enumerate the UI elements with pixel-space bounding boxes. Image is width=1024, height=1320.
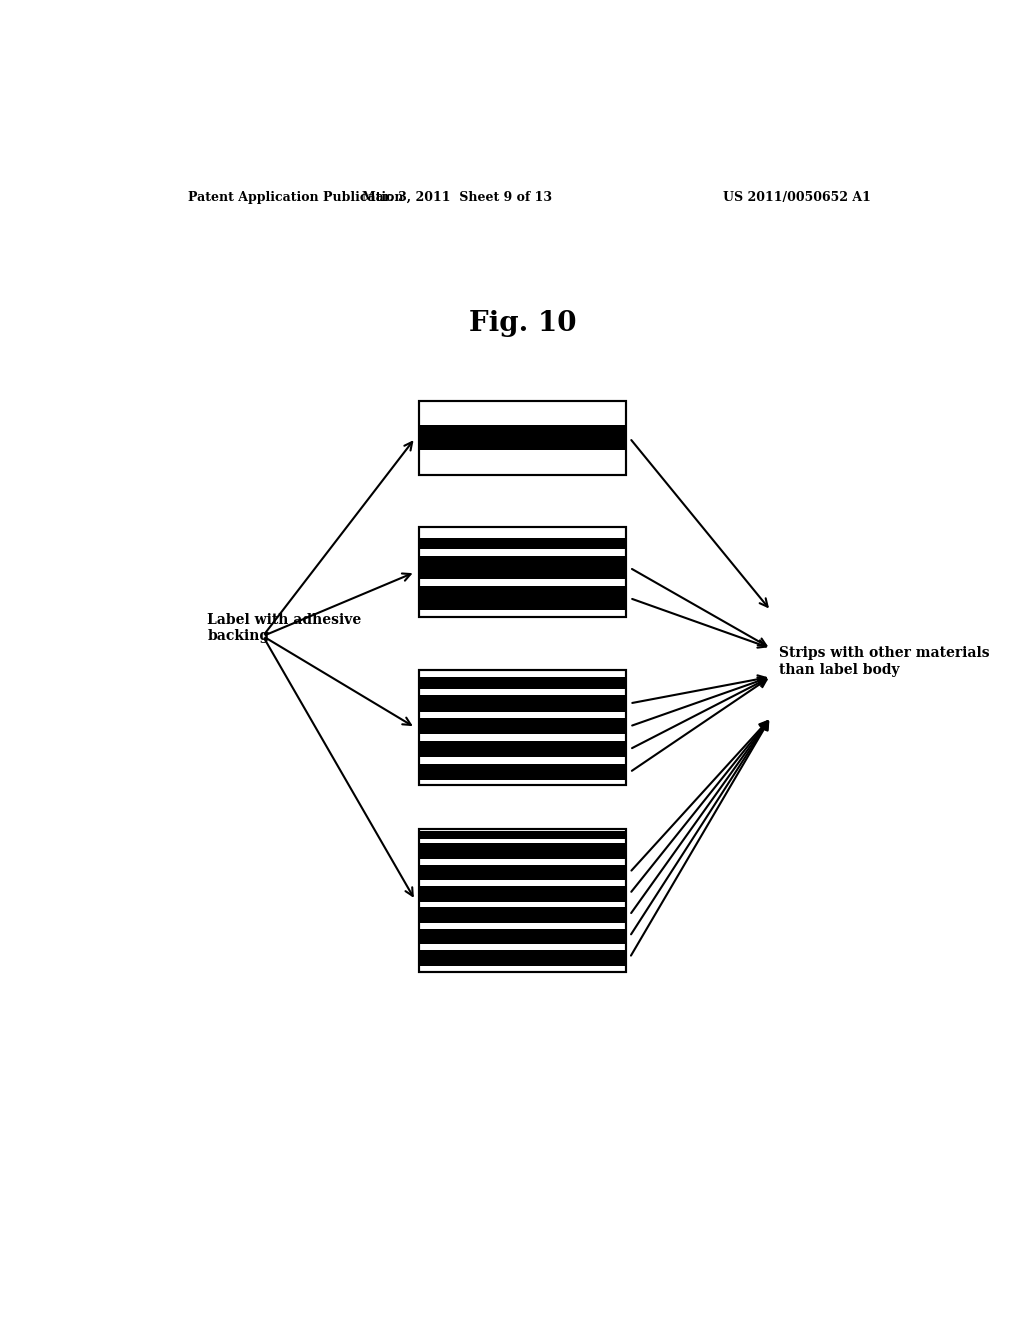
- Bar: [419, 742, 626, 758]
- Bar: [419, 556, 626, 579]
- Bar: [419, 865, 626, 880]
- Text: Fig. 10: Fig. 10: [469, 310, 577, 337]
- Bar: [419, 696, 626, 711]
- Text: US 2011/0050652 A1: US 2011/0050652 A1: [723, 190, 871, 203]
- Bar: [419, 886, 626, 902]
- Text: Mar. 3, 2011  Sheet 9 of 13: Mar. 3, 2011 Sheet 9 of 13: [362, 190, 552, 203]
- Bar: [419, 929, 626, 945]
- Bar: [419, 718, 626, 734]
- Bar: [419, 830, 626, 840]
- Bar: [419, 528, 626, 616]
- Bar: [419, 950, 626, 966]
- Bar: [419, 843, 626, 859]
- Text: Strips with other materials
than label body: Strips with other materials than label b…: [778, 647, 989, 677]
- Bar: [419, 671, 626, 785]
- Text: Patent Application Publication: Patent Application Publication: [187, 190, 403, 203]
- Bar: [419, 764, 626, 780]
- Bar: [419, 528, 626, 616]
- Text: Label with adhesive
backing: Label with adhesive backing: [207, 612, 361, 643]
- Bar: [419, 677, 626, 689]
- Bar: [419, 401, 626, 474]
- Bar: [419, 829, 626, 972]
- Bar: [419, 401, 626, 474]
- Bar: [419, 425, 626, 450]
- Bar: [419, 539, 626, 549]
- Bar: [419, 671, 626, 785]
- Bar: [419, 907, 626, 923]
- Bar: [419, 829, 626, 972]
- Bar: [419, 586, 626, 610]
